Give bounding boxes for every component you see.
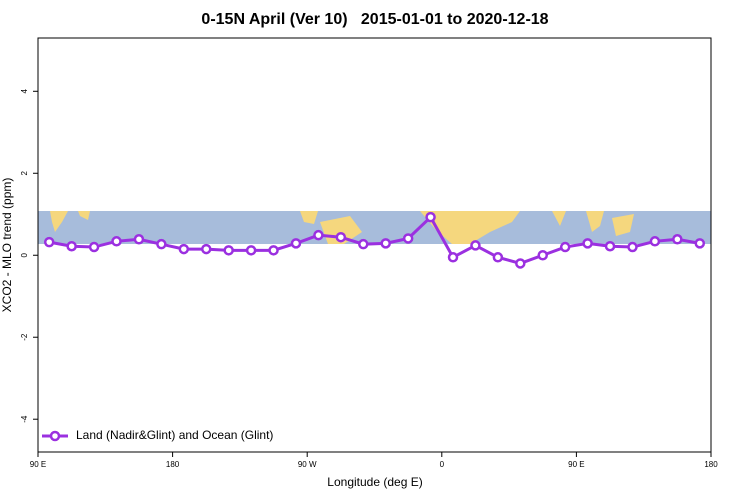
y-tick-label: -2 — [20, 333, 29, 341]
point — [88, 241, 100, 253]
point — [268, 245, 279, 256]
x-tick-label: 180 — [166, 460, 180, 469]
point — [559, 241, 571, 253]
point — [604, 240, 616, 252]
x-tick-label: 90 W — [298, 460, 317, 469]
point — [470, 240, 481, 251]
x-tick-label: 180 — [704, 460, 718, 469]
x-tick-label: 90 E — [30, 460, 46, 469]
point — [290, 238, 302, 249]
x-axis-label: Longitude (deg E) — [327, 475, 422, 489]
y-axis-label: XCO2 - MLO trend (ppm) — [0, 178, 14, 313]
plot-frame — [37, 37, 712, 453]
point — [537, 249, 548, 261]
point — [43, 236, 55, 248]
chart-title: 0-15N April (Ver 10) 2015-01-01 to 2020-… — [201, 11, 548, 28]
point — [447, 252, 459, 263]
y-tick-label: 0 — [20, 252, 29, 257]
y-tick-label: 4 — [20, 89, 29, 94]
x-tick-label: 0 — [440, 460, 445, 469]
point — [672, 234, 683, 245]
point — [582, 238, 593, 249]
point — [425, 211, 436, 223]
point — [201, 243, 212, 255]
y-tick-label: 2 — [20, 170, 29, 175]
legend-marker — [49, 430, 61, 442]
point — [515, 258, 526, 269]
map-band — [38, 211, 711, 244]
point — [178, 243, 190, 255]
point — [313, 229, 324, 241]
point — [335, 231, 347, 243]
point — [627, 241, 638, 253]
point — [380, 238, 391, 249]
point — [66, 240, 77, 252]
point — [402, 233, 414, 244]
point — [358, 238, 369, 250]
point — [133, 234, 145, 245]
y-tick-label: -4 — [20, 415, 29, 423]
point — [111, 236, 122, 247]
legend-label: Land (Nadir&Glint) and Ocean (Glint) — [76, 428, 273, 442]
point — [223, 245, 234, 256]
point — [649, 236, 661, 247]
point — [156, 238, 167, 250]
point — [694, 238, 706, 249]
x-tick-label: 90 E — [568, 460, 584, 469]
point — [492, 252, 504, 263]
point — [245, 245, 257, 256]
